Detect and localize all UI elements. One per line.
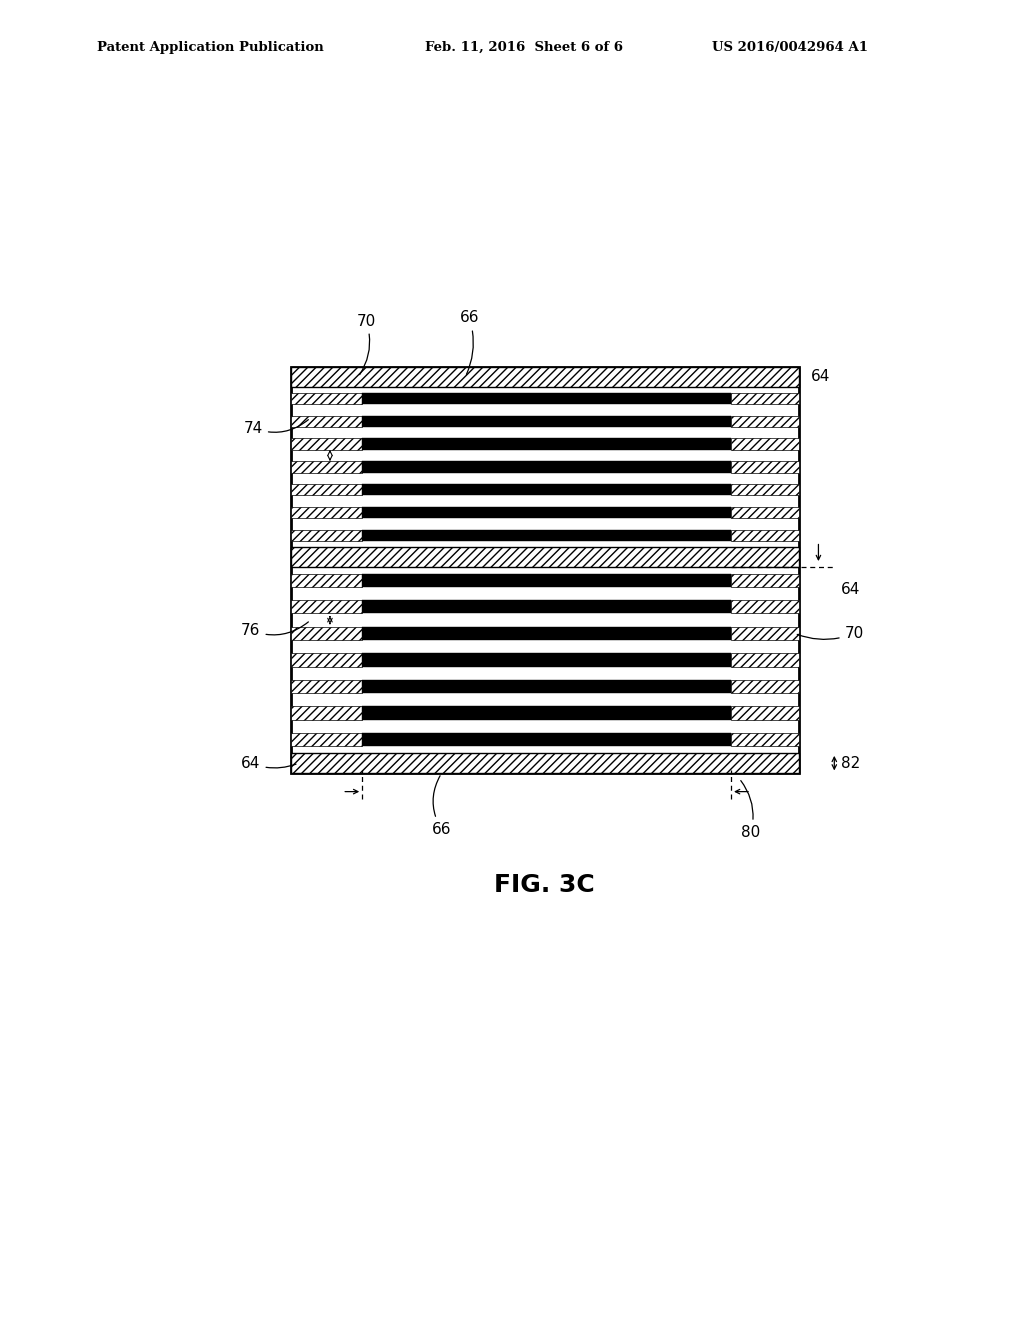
- Bar: [362, 393, 731, 404]
- Bar: [731, 416, 799, 426]
- Bar: [291, 484, 362, 495]
- Bar: [291, 393, 362, 404]
- Bar: [362, 653, 731, 667]
- Bar: [362, 507, 731, 519]
- Bar: [731, 507, 799, 519]
- Bar: [291, 438, 362, 450]
- Bar: [291, 416, 362, 426]
- Bar: [291, 367, 799, 774]
- Text: 66: 66: [460, 310, 479, 375]
- Bar: [731, 438, 799, 450]
- Bar: [291, 461, 362, 473]
- Bar: [362, 574, 731, 587]
- Bar: [291, 653, 362, 667]
- Bar: [291, 529, 362, 541]
- Bar: [362, 706, 731, 719]
- Bar: [291, 752, 799, 774]
- Bar: [362, 627, 731, 640]
- Bar: [731, 461, 799, 473]
- Bar: [362, 416, 731, 426]
- Text: 70: 70: [798, 626, 864, 642]
- Bar: [362, 680, 731, 693]
- Text: 74: 74: [244, 420, 308, 436]
- Bar: [731, 706, 799, 719]
- Text: 66: 66: [432, 776, 452, 837]
- Bar: [291, 367, 799, 387]
- Bar: [362, 733, 731, 746]
- Bar: [291, 574, 362, 587]
- Text: 64: 64: [242, 755, 296, 771]
- Text: 82: 82: [841, 755, 860, 771]
- Bar: [731, 574, 799, 587]
- Bar: [362, 484, 731, 495]
- Bar: [731, 393, 799, 404]
- Text: 70: 70: [356, 314, 376, 375]
- Bar: [291, 733, 362, 746]
- Bar: [362, 529, 731, 541]
- Bar: [731, 529, 799, 541]
- Bar: [362, 438, 731, 450]
- Text: Patent Application Publication: Patent Application Publication: [97, 41, 324, 54]
- Bar: [291, 680, 362, 693]
- Bar: [291, 507, 362, 519]
- Text: 76: 76: [242, 622, 308, 638]
- Bar: [291, 601, 362, 614]
- Text: FIG. 3C: FIG. 3C: [495, 873, 595, 898]
- Bar: [362, 601, 731, 614]
- Text: Feb. 11, 2016  Sheet 6 of 6: Feb. 11, 2016 Sheet 6 of 6: [425, 41, 623, 54]
- Bar: [731, 733, 799, 746]
- Text: 64: 64: [841, 582, 860, 597]
- Bar: [731, 680, 799, 693]
- Text: 64: 64: [811, 370, 829, 384]
- Bar: [291, 546, 799, 568]
- Bar: [731, 627, 799, 640]
- Bar: [362, 461, 731, 473]
- Bar: [291, 627, 362, 640]
- Text: 80: 80: [740, 780, 761, 840]
- Bar: [731, 484, 799, 495]
- Bar: [291, 706, 362, 719]
- Bar: [731, 653, 799, 667]
- Text: US 2016/0042964 A1: US 2016/0042964 A1: [712, 41, 867, 54]
- Bar: [731, 601, 799, 614]
